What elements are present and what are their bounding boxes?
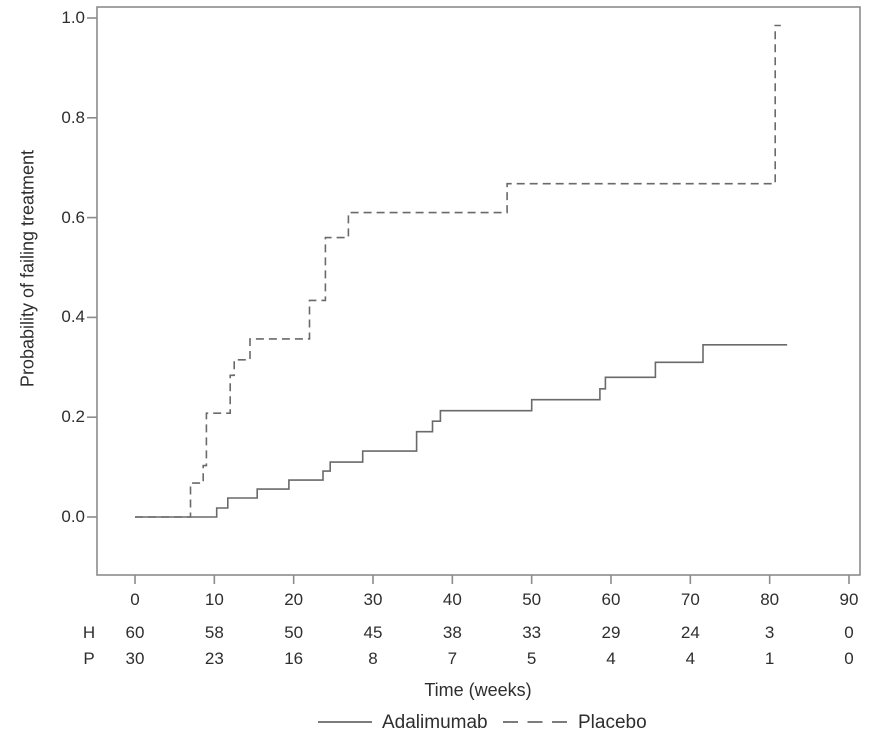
risk-value-h: 38 [442,623,462,642]
plot-frame [96,6,861,576]
risk-value-p: 16 [284,649,304,668]
y-tick-label: 0.4 [61,307,85,327]
x-tick-label: 90 [839,590,859,609]
risk-value-p: 0 [844,649,854,668]
x-tick-label: 0 [130,590,140,609]
y-axis-title: Probability of failing treatment [17,149,38,388]
risk-value-p: 23 [204,649,224,668]
x-tick-label: 10 [204,590,224,609]
y-tick-label: 0.6 [61,207,85,227]
y-tick-label: 1.0 [61,8,85,27]
series-placebo-line [135,24,781,518]
y-tick-label: 0.8 [61,107,85,127]
risk-value-p: 8 [368,649,378,668]
risk-value-h: 0 [844,623,854,642]
risk-value-p: 7 [447,649,458,668]
risk-value-h: 33 [522,623,542,642]
risk-row-label-h: H [82,623,96,642]
y-tick-label: 0.0 [61,507,85,526]
x-tick-label: 80 [760,590,780,609]
risk-value-p: 4 [606,649,616,668]
risk-value-h: 24 [680,623,700,642]
x-tick-label: 60 [601,590,621,609]
risk-value-h: 45 [363,623,383,642]
risk-value-h: 29 [601,623,621,642]
x-axis-title: Time (weeks) [424,680,532,700]
legend-label-placebo: Placebo [578,712,647,733]
x-tick-label: 70 [680,590,700,609]
risk-value-p: 5 [526,649,537,668]
x-tick-label: 50 [522,590,542,609]
x-tick-label: 30 [363,590,383,609]
risk-value-p: 4 [685,649,696,668]
risk-row-label-p: P [83,649,95,668]
x-tick-label: 40 [442,590,462,609]
series-adalimumab-line [135,344,788,518]
risk-value-p: 30 [125,649,145,668]
risk-value-h: 50 [284,623,304,642]
legend-label-adalimumab: Adalimumab [382,712,488,733]
risk-value-h: 3 [764,623,775,642]
x-tick-label: 20 [284,590,304,609]
y-tick-label: 0.2 [61,407,85,427]
risk-value-h: 58 [204,623,224,642]
risk-value-p: 1 [764,649,775,668]
risk-value-h: 60 [125,623,145,642]
